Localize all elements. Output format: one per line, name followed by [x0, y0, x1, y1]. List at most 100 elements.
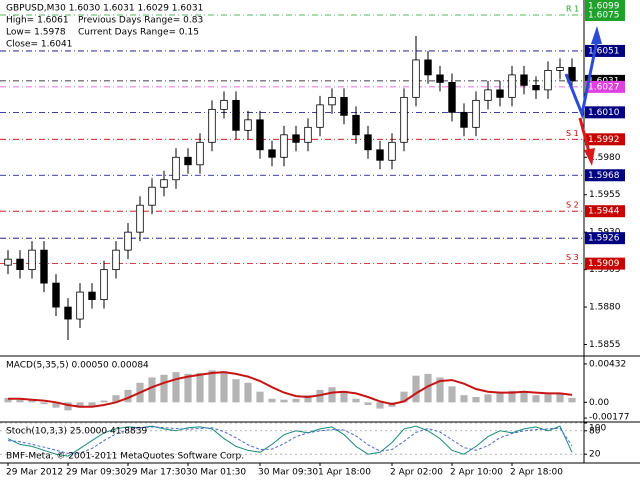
level-tag-label: 1.6010 [588, 108, 620, 118]
candle-body [388, 141, 396, 161]
macd-bar [424, 373, 432, 403]
level-tag [585, 232, 625, 245]
macd-bar [52, 402, 60, 408]
y-tick-label: 1.5880 [589, 303, 621, 313]
candle-body [16, 258, 24, 271]
chart-title: GBPUSD,M30 1.6030 1.6031 1.6029 1.6031 [6, 4, 203, 14]
macd-bar [448, 386, 456, 403]
level-tag-label: 1.6075 [588, 10, 620, 20]
macd-bar [520, 392, 528, 403]
candle-body [352, 114, 360, 136]
macd-bar [148, 377, 156, 403]
y-tick-label: 80 [589, 426, 601, 436]
panel-title: MACD(5,35,5) 0.00050 0.00084 [6, 361, 149, 371]
level-tag-label: 1.5992 [588, 135, 620, 145]
level-tag-label: 1.5968 [588, 171, 620, 181]
candle-body [136, 204, 144, 233]
x-tick-label: 30 Mar 01:30 [186, 468, 246, 478]
info-text: Previous Days Range= 0.83 [78, 16, 203, 26]
candle-body [280, 134, 288, 158]
macd-bar [376, 402, 384, 409]
candle-body [64, 306, 72, 320]
candle-body [568, 67, 576, 82]
candle-body [292, 134, 300, 143]
pivot-name: S 3 [566, 253, 579, 262]
candle-body [88, 291, 96, 300]
macd-bar [112, 395, 120, 403]
candle-body [496, 89, 504, 98]
macd-bar [544, 394, 552, 403]
macd-bar [244, 382, 252, 403]
candle-body [544, 70, 552, 91]
info-text: High= 1.6061 [6, 16, 69, 26]
candle-body [4, 258, 12, 266]
candle-body [208, 108, 216, 143]
y-tick-label: 1.5980 [589, 153, 621, 163]
macd-bar [292, 398, 300, 403]
level-tag [585, 106, 625, 119]
candle-body [268, 149, 276, 158]
macd-bar [220, 371, 228, 403]
candle-body [184, 156, 192, 166]
macd-bar [16, 399, 24, 403]
candle-body [100, 269, 108, 300]
y-tick-label: -0.00177 [589, 413, 629, 423]
red-arrow [578, 117, 591, 153]
candle-body [328, 96, 336, 106]
macd-bar [328, 387, 336, 403]
level-tag-label: 1.6051 [588, 46, 620, 56]
level-tag [585, 169, 625, 182]
macd-bar [412, 375, 420, 403]
level-tag-label: 1.5926 [588, 234, 620, 244]
candle-body [424, 59, 432, 76]
level-tag [585, 8, 625, 21]
candle-body [148, 186, 156, 206]
x-tick-label: 29 Mar 09:30 [66, 468, 126, 478]
candle-body [316, 104, 324, 128]
pivot-name: S 2 [566, 201, 579, 210]
candle-body [220, 99, 228, 110]
level-tag-label: 1.5909 [588, 259, 620, 269]
level-tag-label: 1.5944 [588, 207, 620, 217]
x-tick-label: 30 Mar 09:30 [258, 468, 318, 478]
candle-body [484, 89, 492, 101]
macd-bar [184, 373, 192, 403]
macd-bar [232, 379, 240, 403]
candle-body [448, 81, 456, 113]
macd-bar [532, 395, 540, 403]
candle-body [508, 74, 516, 98]
x-tick-label: 29 Mar 2012 [6, 468, 63, 478]
blue-arrowhead [591, 26, 602, 44]
blue-arrow [564, 39, 599, 120]
candle-body [172, 156, 180, 181]
macd-bar [28, 400, 36, 403]
pivot-name: R 1 [566, 4, 579, 13]
macd-bar [352, 398, 360, 403]
level-tag [585, 133, 625, 146]
macd-bar [268, 398, 276, 403]
candle-body [304, 126, 312, 143]
macd-bar [304, 395, 312, 403]
macd-bar [256, 391, 264, 403]
candle-body [232, 99, 240, 131]
candle-body [472, 99, 480, 128]
macd-bar [364, 402, 372, 405]
info-text: Close= 1.6041 [6, 40, 72, 50]
candle-body [364, 134, 372, 151]
level-tag [585, 205, 625, 218]
macd-bar [208, 370, 216, 403]
candle-body [124, 231, 132, 251]
candle-body [52, 282, 60, 308]
macd-bar [196, 373, 204, 403]
macd-bar [436, 377, 444, 403]
candle-body [28, 249, 36, 271]
y-tick-label: 1.5905 [589, 265, 621, 275]
candle-body [376, 149, 384, 161]
macd-bar [460, 395, 468, 403]
candle-body [412, 59, 420, 98]
candle-body [112, 249, 120, 271]
macd-bar [88, 402, 96, 406]
macd-bar [400, 391, 408, 403]
info-text: Current Days Range= 0.15 [78, 28, 199, 38]
